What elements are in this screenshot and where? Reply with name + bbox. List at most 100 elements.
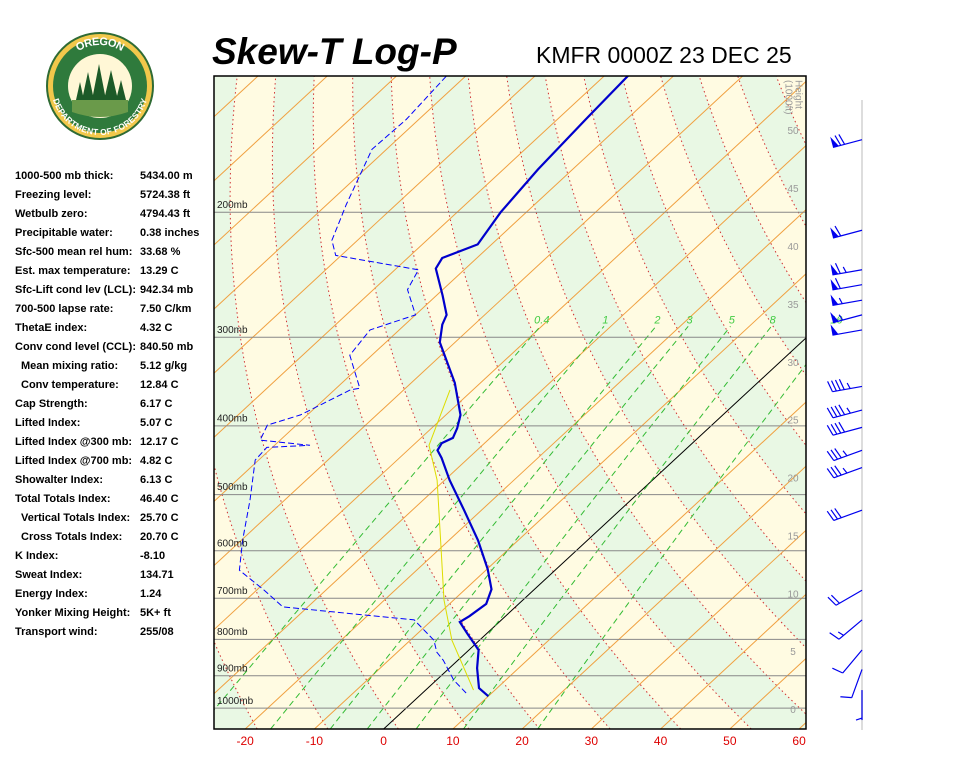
- barb-flag: [827, 381, 833, 392]
- barb-flag: [834, 405, 842, 417]
- index-value: -8.10: [140, 550, 165, 562]
- isotherm: [214, 76, 605, 438]
- barb-flag: [834, 422, 842, 434]
- wind-barb: [827, 589, 863, 606]
- wind-barb: [832, 649, 863, 674]
- x-axis: -20 -10 0 10 20 30 40 50 60: [236, 734, 806, 748]
- background-band: [429, 76, 806, 729]
- wind-barb: [826, 404, 863, 419]
- barb-flag: [829, 632, 840, 640]
- barb-flag: [840, 696, 852, 699]
- wind-barb: [827, 379, 863, 393]
- background-band: [737, 76, 806, 227]
- mixing-ratio-label: 1: [602, 315, 608, 327]
- dry-adiabat: [390, 76, 682, 729]
- mixing-ratio-line: [415, 325, 731, 729]
- wind-barb: [830, 294, 863, 306]
- barb-flag: [830, 449, 839, 460]
- barb-flag: [826, 407, 834, 419]
- barb-flag: [826, 425, 834, 436]
- index-value: 4.32 C: [140, 322, 172, 334]
- index-label: Mean mixing ratio:: [21, 360, 118, 372]
- x-tick-label: 0: [380, 734, 387, 748]
- wind-barb: [826, 421, 863, 436]
- dry-adiabat: [229, 76, 399, 729]
- barb-flag: [830, 594, 840, 604]
- index-value: 5434.00 m: [140, 170, 193, 182]
- barb-flag: [834, 379, 841, 391]
- index-label: Sfc-500 mean rel hum:: [15, 246, 132, 258]
- index-label: Total Totals Index:: [15, 493, 111, 505]
- barb-flag: [830, 406, 838, 418]
- height-tick-label: 50: [787, 126, 799, 137]
- background-band: [660, 76, 806, 376]
- x-tick-label: 10: [446, 734, 460, 748]
- mixing-ratio-line: [329, 325, 657, 729]
- barb-pennant: [830, 311, 839, 323]
- index-label: Yonker Mixing Height:: [15, 607, 130, 619]
- index-label: Energy Index:: [15, 588, 88, 600]
- index-value: 5K+ ft: [140, 607, 171, 619]
- isotherm: [798, 721, 806, 729]
- height-tick-label: 40: [787, 242, 799, 253]
- index-label: 700-500 lapse rate:: [15, 303, 113, 315]
- mixing-ratio-line: [366, 325, 689, 729]
- barb-flag: [830, 509, 839, 520]
- barb-staff: [832, 329, 863, 336]
- wind-barb: [830, 263, 863, 276]
- barb-flag: [830, 466, 839, 477]
- index-value: 6.13 C: [140, 474, 172, 486]
- index-label: Precipitable water:: [15, 227, 113, 239]
- sounding-line: [238, 76, 467, 694]
- pressure-label: 700mb: [217, 586, 248, 597]
- index-label: K Index:: [15, 550, 58, 562]
- dry-adiabat: [930, 76, 960, 729]
- wind-barb: [830, 311, 863, 324]
- barb-staff: [833, 449, 863, 462]
- barb-half: [837, 631, 844, 636]
- barb-pennant: [830, 294, 839, 306]
- height-tick-label: 15: [787, 531, 799, 542]
- pressure-label: 400mb: [217, 413, 248, 424]
- wind-barb: [826, 448, 863, 462]
- background-band: [545, 76, 806, 582]
- height-tick-label: 10: [787, 589, 799, 600]
- barb-flag: [834, 508, 842, 519]
- barb-flag: [830, 380, 837, 392]
- background-band: [776, 76, 806, 145]
- dry-adiabat: [271, 76, 470, 729]
- x-tick-label: 20: [515, 734, 529, 748]
- index-label: Lifted Index @700 mb:: [15, 455, 132, 467]
- index-label: Cap Strength:: [15, 398, 88, 410]
- index-value: 134.71: [140, 569, 174, 581]
- logo-trees: [76, 64, 126, 100]
- barb-pennant: [830, 264, 839, 275]
- barb-flag: [838, 421, 846, 433]
- wind-barb: [826, 508, 863, 522]
- x-tick-label: 50: [723, 734, 737, 748]
- background-band: [506, 76, 806, 648]
- logo-top-path: OREGON: [74, 36, 126, 54]
- wind-barb: [826, 465, 863, 479]
- index-label: Vertical Totals Index:: [21, 512, 130, 524]
- barb-half: [855, 717, 863, 721]
- pressure-label: 900mb: [217, 663, 248, 674]
- index-label: Sweat Index:: [15, 569, 82, 581]
- barb-pennant: [830, 324, 839, 336]
- barb-staff: [835, 589, 863, 606]
- barb-flag: [826, 450, 835, 461]
- background-band: [930, 76, 960, 729]
- barb-flag: [827, 596, 837, 606]
- barb-staff: [833, 467, 863, 479]
- height-tick-label: 45: [787, 184, 799, 195]
- dry-adiabat: [737, 76, 806, 228]
- isotherm: [214, 76, 536, 374]
- index-label: Transport wind:: [15, 626, 98, 638]
- index-value: 255/08: [140, 626, 174, 638]
- isotherm: [383, 337, 806, 729]
- barb-staff: [832, 426, 863, 436]
- index-label: Conv temperature:: [21, 379, 119, 391]
- pressure-label: 200mb: [217, 200, 248, 211]
- x-tick-label: -10: [306, 734, 324, 748]
- barb-half: [846, 407, 851, 414]
